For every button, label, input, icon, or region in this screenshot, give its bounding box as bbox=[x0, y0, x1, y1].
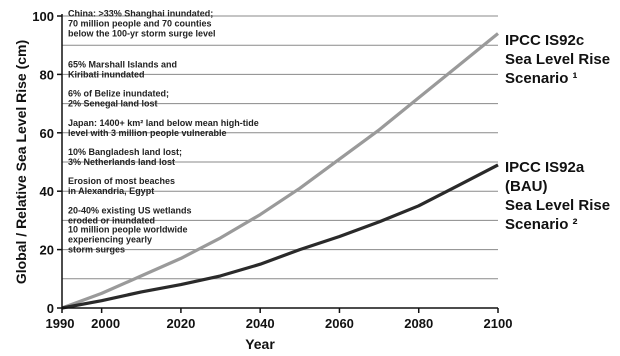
annotation-text: 70 million people and 70 counties bbox=[68, 19, 212, 29]
legend-label: Scenario ¹ bbox=[505, 70, 578, 87]
legend-label: (BAU) bbox=[505, 178, 548, 195]
y-tick-label: 60 bbox=[40, 126, 54, 141]
annotation-text: 6% of Belize inundated; bbox=[68, 89, 169, 99]
y-tick-label: 40 bbox=[40, 184, 54, 199]
legend-label: Sea Level Rise bbox=[505, 197, 610, 214]
x-tick-label: 2060 bbox=[325, 316, 354, 331]
annotation-text: below the 100-yr storm surge level bbox=[68, 29, 216, 39]
y-axis-title: Global / Relative Sea Level Rise (cm) bbox=[13, 40, 29, 284]
x-tick-label: 2100 bbox=[484, 316, 513, 331]
x-tick-label: 2080 bbox=[404, 316, 433, 331]
annotation-text: experiencing yearly bbox=[68, 235, 152, 245]
y-tick-label: 100 bbox=[32, 9, 54, 24]
series-line-2 bbox=[61, 163, 499, 310]
legend-label: Scenario ² bbox=[505, 216, 578, 233]
y-tick-label: 20 bbox=[40, 243, 54, 258]
x-tick-label: 2020 bbox=[166, 316, 195, 331]
annotation-text: 10 million people worldwide bbox=[68, 225, 188, 235]
annotation-text: 65% Marshall Islands and bbox=[68, 59, 177, 69]
y-tick-label: 80 bbox=[40, 67, 54, 82]
annotation-text: level with 3 million people vulnerable bbox=[68, 128, 227, 138]
annotation-text: Erosion of most beaches bbox=[68, 176, 175, 186]
series-line-1 bbox=[61, 32, 500, 310]
annotation-text: storm surges bbox=[68, 245, 125, 255]
annotation-text: 20-40% existing US wetlands bbox=[68, 205, 192, 215]
legend-label: IPCC IS92c bbox=[505, 32, 584, 49]
annotation-text: Kiribati inundated bbox=[68, 69, 145, 79]
x-tick-label: 2000 bbox=[91, 316, 120, 331]
y-tick-label: 0 bbox=[47, 301, 54, 316]
x-tick-label: 1990 bbox=[46, 316, 75, 331]
annotation-text: 10% Bangladesh land lost; bbox=[68, 147, 182, 157]
annotation-text: eroded or inundated bbox=[68, 215, 155, 225]
annotation-text: 3% Netherlands land lost bbox=[68, 157, 175, 167]
legend-label: IPCC IS92a bbox=[505, 159, 585, 176]
annotation-text: in Alexandria, Egypt bbox=[68, 186, 154, 196]
x-axis-title: Year bbox=[245, 336, 275, 352]
annotation-layer: China: >33% Shanghai inundated;70 millio… bbox=[68, 9, 259, 255]
legend-label: Sea Level Rise bbox=[505, 51, 610, 68]
x-tick-label: 2040 bbox=[246, 316, 275, 331]
series-layer bbox=[61, 32, 500, 310]
annotation-text: China: >33% Shanghai inundated; bbox=[68, 9, 213, 19]
legend-layer: IPCC IS92c Sea Level Rise Scenario ¹ IPCC I… bbox=[505, 32, 610, 233]
annotation-text: 2% Senegal land lost bbox=[68, 99, 158, 109]
annotation-text: Japan: 1400+ km² land below mean high-ti… bbox=[68, 118, 259, 128]
